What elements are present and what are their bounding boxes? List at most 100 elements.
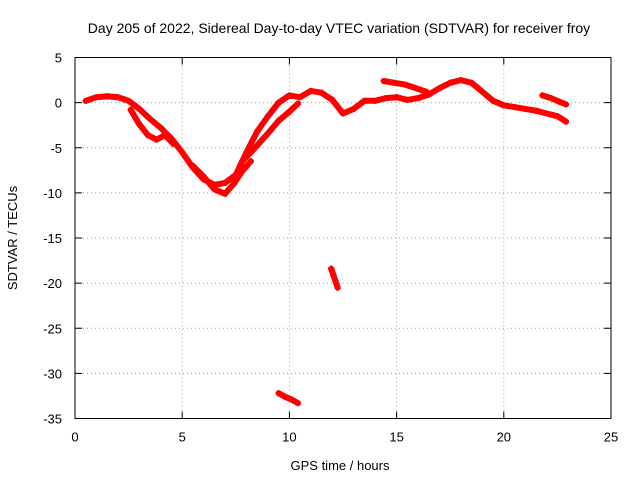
series-line [539,92,569,108]
data-point [136,121,143,128]
data-point [415,95,422,102]
data-point [423,88,430,95]
data-point [412,85,419,92]
data-point [252,144,259,151]
data-point [490,97,497,104]
data-point [382,95,389,102]
data-point [404,96,411,103]
data-point [275,117,282,124]
data-point [179,149,186,156]
x-axis-label: GPS time / hours [291,458,390,473]
chart-title: Day 205 of 2022, Sidereal Day-to-day VTE… [88,20,590,36]
data-point [82,97,89,104]
y-tick-label: -5 [50,141,62,156]
data-point [547,95,554,102]
data-point [247,158,254,165]
data-point [562,101,569,108]
data-point [114,94,121,101]
data-point [275,390,282,397]
y-tick-label: -20 [43,276,62,291]
data-point [522,105,529,112]
y-tick-label: -15 [43,231,62,246]
y-tick-label: -25 [43,321,62,336]
series-line [328,265,341,291]
x-tick-label: 10 [282,430,296,445]
series-branch-late [539,92,569,108]
data-point [211,186,218,193]
data-point [562,118,569,125]
data-point [127,106,134,113]
y-tick-label: 5 [55,51,62,66]
data-point [286,108,293,115]
series-branch-rising [239,100,301,165]
grid [75,57,611,419]
data-point [264,130,271,137]
series-outlier-1 [328,265,341,291]
data-point [239,168,246,175]
data-point [157,124,164,131]
y-tick-label: -10 [43,186,62,201]
y-tick-label: 0 [55,96,62,111]
y-axis-label: SDTVAR / TECUs [5,185,20,290]
data-point [153,136,160,143]
axis-ticks: 0 5 10 15 20 25 5 0 -5 -10 -15 -20 -25 -30 -35 [43,51,618,445]
data-point [330,272,337,279]
data-point [125,97,132,104]
data-point [511,104,518,111]
data-point [254,128,261,135]
data-point [372,97,379,104]
x-tick-label: 15 [389,430,403,445]
data-point [294,400,301,407]
data-point [468,79,475,86]
data-point [318,89,325,96]
data-point [144,132,151,139]
x-tick-label: 20 [497,430,511,445]
y-tick-label: -30 [43,366,62,381]
x-tick-label: 25 [604,430,618,445]
data-point [543,110,550,117]
data-point [361,97,368,104]
data-point [264,113,271,120]
series-line [239,100,301,165]
data-point [307,87,314,94]
data-point [200,173,207,180]
data-point [350,105,357,112]
x-tick-label: 5 [179,430,186,445]
data-point [479,88,486,95]
data-point [189,162,196,169]
x-tick-label: 0 [71,430,78,445]
data-point [275,99,282,106]
series-line [275,390,301,407]
data-point [332,278,339,285]
data-point [393,94,400,101]
data-point [286,92,293,99]
series-outlier-2 [275,390,301,407]
plot-area [82,77,569,407]
data-point [457,77,464,84]
data-point [391,79,398,86]
data-point [447,79,454,86]
data-point [380,77,387,84]
data-point [136,105,143,112]
data-point [340,110,346,117]
data-point [147,115,154,122]
data-point [222,179,229,186]
data-point [162,132,169,139]
data-point [282,393,289,400]
data-point [104,93,111,100]
y-tick-label: -35 [43,412,62,427]
data-point [436,85,443,92]
data-point [556,98,563,105]
data-point [239,158,246,165]
data-point [93,94,100,101]
series-line [127,106,177,148]
data-point [539,92,546,99]
data-point [294,100,301,107]
data-point [328,265,335,272]
data-point [402,81,409,88]
data-point [334,284,341,291]
series-branch-plateau [380,77,430,95]
data-point [500,102,507,109]
data-point [532,107,539,114]
